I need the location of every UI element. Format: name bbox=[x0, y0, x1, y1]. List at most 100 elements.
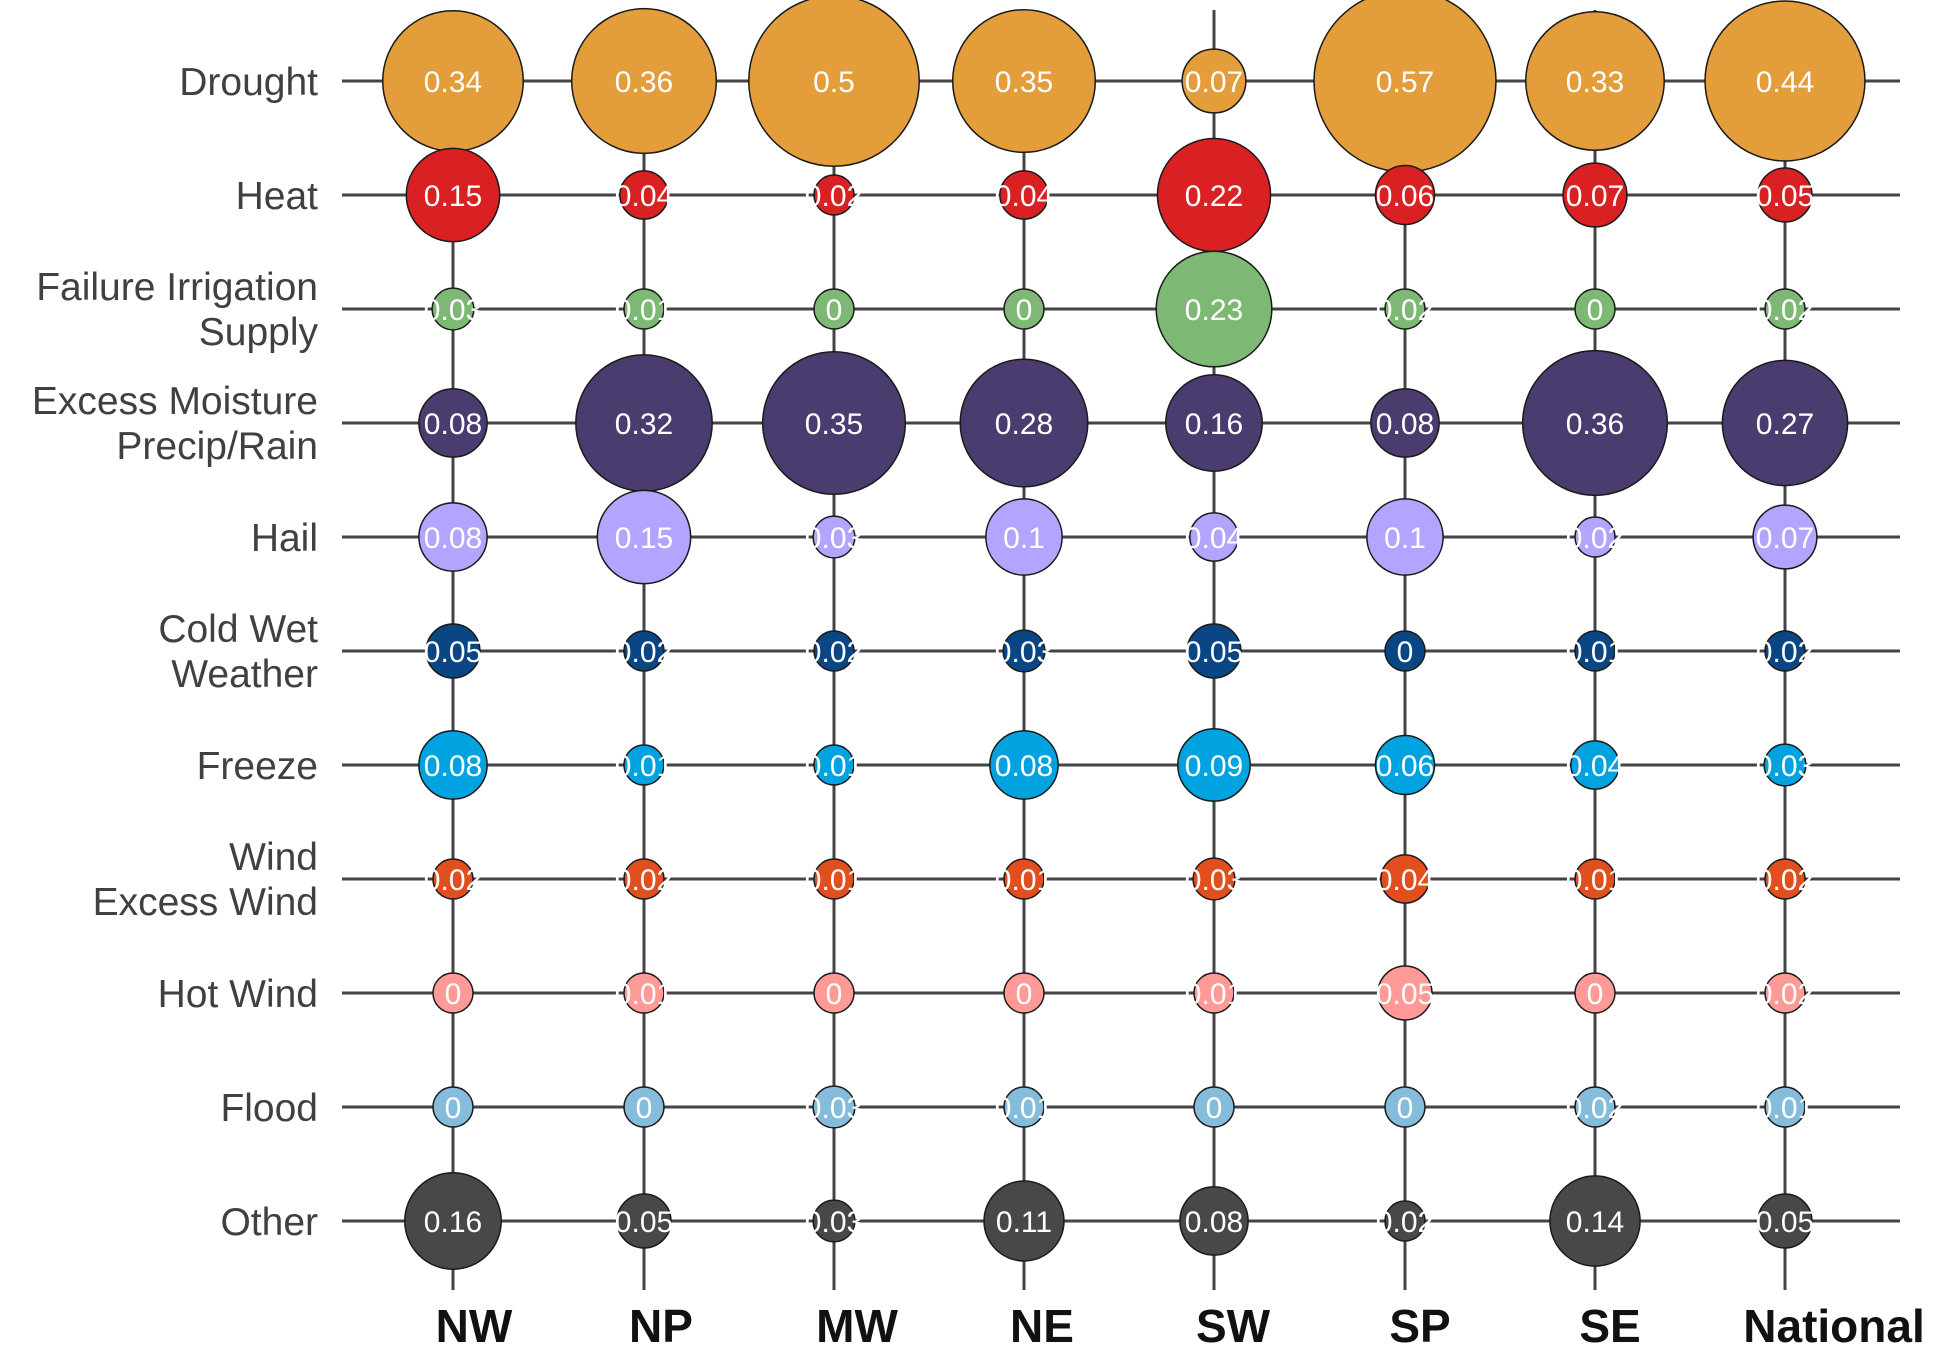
bubble-cold-wet-weather-national: 0.02 bbox=[1756, 630, 1814, 672]
bubble-cold-wet-weather-nw: 0.05 bbox=[424, 623, 482, 679]
bubble-value-label: 0.03 bbox=[1756, 750, 1814, 783]
bubble-value-label: 0.33 bbox=[1566, 66, 1624, 99]
bubble-value-label: 0 bbox=[1016, 294, 1033, 327]
bubble-drought-nw: 0.34 bbox=[381, 9, 525, 153]
bubble-excess-moisture-precip-rain-se: 0.36 bbox=[1521, 349, 1669, 497]
bubble-failure-irrigation-supply-sp: 0.02 bbox=[1376, 288, 1434, 330]
bubble-heat-se: 0.07 bbox=[1562, 162, 1628, 228]
bubble-hot-wind-np: 0.01 bbox=[615, 972, 673, 1014]
bubble-value-label: 0.04 bbox=[1566, 750, 1624, 783]
row-label-cold-wet-weather: Cold Wet Weather bbox=[158, 608, 318, 696]
bubble-value-label: 0 bbox=[445, 1092, 462, 1125]
bubble-wind-excess-wind-np: 0.02 bbox=[615, 858, 673, 900]
bubble-value-label: 0 bbox=[1587, 294, 1604, 327]
bubble-wind-excess-wind-se: 0.01 bbox=[1566, 858, 1624, 900]
row-label-line: Excess Wind bbox=[93, 881, 318, 924]
bubble-circle bbox=[619, 170, 669, 220]
row-label-hail: Hail bbox=[251, 517, 318, 560]
bubble-freeze-national: 0.03 bbox=[1756, 743, 1814, 787]
row-label-line: Failure Irrigation bbox=[36, 266, 318, 309]
bubble-value-label: 0.06 bbox=[1376, 750, 1434, 783]
bubble-value-label: 0.07 bbox=[1566, 180, 1624, 213]
bubble-value-label: 0.01 bbox=[805, 750, 863, 783]
bubble-hot-wind-sw: 0.01 bbox=[1185, 972, 1243, 1014]
bubble-failure-irrigation-supply-national: 0.02 bbox=[1756, 288, 1814, 330]
bubble-hot-wind-mw: 0 bbox=[813, 972, 855, 1014]
bubble-circle bbox=[432, 972, 474, 1014]
bubble-hail-mw: 0.03 bbox=[805, 515, 863, 559]
bubble-wind-excess-wind-sw: 0.03 bbox=[1185, 857, 1243, 901]
bubble-excess-moisture-precip-rain-np: 0.32 bbox=[575, 354, 713, 492]
bubble-flood-mw: 0.03 bbox=[805, 1085, 863, 1129]
bubble-circle bbox=[951, 8, 1097, 154]
bubble-value-label: 0 bbox=[1397, 636, 1414, 669]
bubble-circle bbox=[1574, 972, 1616, 1014]
row-label-line: Wind bbox=[229, 836, 318, 879]
bubble-circle bbox=[432, 858, 474, 900]
bubble-circle bbox=[761, 350, 907, 496]
bubble-circle bbox=[623, 972, 665, 1014]
row-label-excess-moisture-precip-rain: Excess Moisture Precip/Rain bbox=[32, 380, 318, 468]
bubble-circle bbox=[1380, 854, 1430, 904]
bubble-hail-ne: 0.1 bbox=[985, 498, 1063, 576]
bubble-hail-se: 0.02 bbox=[1566, 516, 1624, 558]
bubble-value-label: 0.35 bbox=[995, 66, 1053, 99]
bubble-value-label: 0.03 bbox=[424, 294, 482, 327]
bubble-circle bbox=[1384, 1200, 1426, 1242]
bubble-circle bbox=[999, 170, 1049, 220]
row-label-line: Cold Wet bbox=[158, 608, 318, 651]
row-label-flood: Flood bbox=[220, 1087, 318, 1130]
bubble-value-label: 0.15 bbox=[424, 180, 482, 213]
bubble-value-label: 0.02 bbox=[1376, 1206, 1434, 1239]
bubble-value-label: 0.05 bbox=[1185, 636, 1243, 669]
column-label-sw: SW bbox=[1196, 1300, 1271, 1350]
row-label-hot-wind: Hot Wind bbox=[158, 973, 318, 1016]
bubble-value-label: 0.01 bbox=[1756, 1092, 1814, 1125]
bubble-value-label: 0.57 bbox=[1376, 66, 1434, 99]
bubble-other-mw: 0.03 bbox=[805, 1199, 863, 1243]
bubble-circle bbox=[1757, 167, 1813, 223]
bubble-wind-excess-wind-mw: 0.01 bbox=[805, 858, 863, 900]
bubble-value-label: 0.08 bbox=[1185, 1206, 1243, 1239]
bubble-circle bbox=[812, 515, 856, 559]
bubbles: 0.34 0.36 0.5 0.35 0.07 0.57 0.33 0.44 0.15 0.04 0… bbox=[381, 0, 1866, 1270]
bubble-value-label: 0.02 bbox=[805, 180, 863, 213]
bubble-value-label: 0.02 bbox=[615, 636, 673, 669]
bubble-value-label: 0 bbox=[1587, 978, 1604, 1011]
bubble-hot-wind-national: 0.02 bbox=[1756, 972, 1814, 1014]
bubble-drought-sp: 0.57 bbox=[1313, 0, 1497, 173]
bubble-circle bbox=[1193, 972, 1235, 1014]
bubble-value-label: 0.08 bbox=[424, 750, 482, 783]
row-label-heat: Heat bbox=[236, 175, 319, 218]
bubble-value-label: 0.08 bbox=[995, 750, 1053, 783]
bubble-circle bbox=[813, 174, 855, 216]
bubble-circle bbox=[1003, 972, 1045, 1014]
bubble-heat-mw: 0.02 bbox=[805, 174, 863, 216]
bubble-value-label: 0.02 bbox=[1566, 522, 1624, 555]
bubble-wind-excess-wind-nw: 0.02 bbox=[424, 858, 482, 900]
bubble-drought-se: 0.33 bbox=[1525, 11, 1665, 151]
bubble-flood-np: 0 bbox=[623, 1086, 665, 1128]
bubble-value-label: 0.05 bbox=[424, 636, 482, 669]
bubble-circle bbox=[431, 287, 475, 331]
bubble-value-label: 0.16 bbox=[424, 1206, 482, 1239]
bubble-value-label: 0.1 bbox=[1384, 522, 1426, 555]
bubble-circle bbox=[1193, 1086, 1235, 1128]
bubble-value-label: 0.03 bbox=[805, 522, 863, 555]
bubble-circle bbox=[813, 972, 855, 1014]
row-labels: Drought Heat Failure Irrigation Supply Exces… bbox=[32, 61, 319, 1244]
bubble-circle bbox=[813, 288, 855, 330]
bubble-circle bbox=[1002, 629, 1046, 673]
bubble-value-label: 0.02 bbox=[1566, 1092, 1624, 1125]
bubble-value-label: 0.11 bbox=[996, 1206, 1052, 1239]
bubble-failure-irrigation-supply-ne: 0 bbox=[1003, 288, 1045, 330]
bubble-heat-nw: 0.15 bbox=[405, 147, 501, 243]
bubble-cold-wet-weather-sw: 0.05 bbox=[1185, 623, 1243, 679]
bubble-circle bbox=[616, 1193, 672, 1249]
bubble-value-label: 0.03 bbox=[1185, 864, 1243, 897]
bubble-circle bbox=[1549, 1175, 1641, 1267]
bubble-value-label: 0 bbox=[1397, 1092, 1414, 1125]
column-label-sp: SP bbox=[1389, 1300, 1450, 1350]
bubble-circle bbox=[748, 0, 920, 167]
bubble-other-ne: 0.11 bbox=[983, 1180, 1065, 1262]
